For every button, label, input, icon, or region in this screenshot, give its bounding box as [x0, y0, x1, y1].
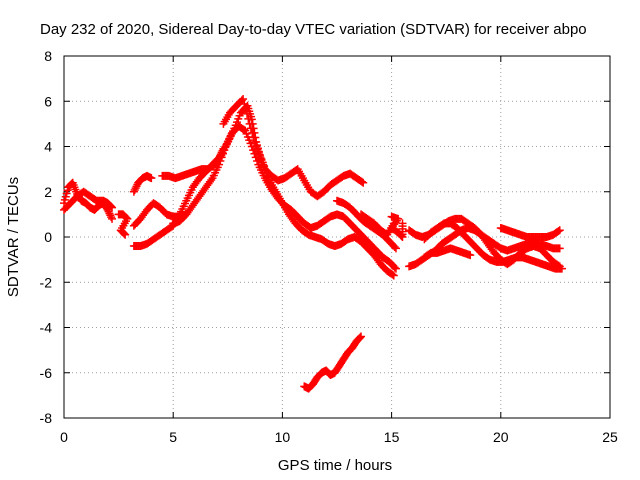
data-point	[391, 244, 400, 253]
data-point	[241, 104, 250, 113]
x-tick-label: 25	[602, 429, 618, 445]
data-point	[245, 119, 254, 128]
data-point	[243, 109, 252, 118]
series-track-b	[60, 187, 117, 214]
data-point	[249, 133, 258, 142]
series-track-p	[420, 244, 475, 262]
series-track-q	[496, 223, 564, 241]
data-point	[120, 229, 129, 238]
y-tick-label: -6	[40, 365, 53, 381]
chart-title: Day 232 of 2020, Sidereal Day-to-day VTE…	[40, 21, 587, 38]
data-point	[554, 227, 563, 236]
x-tick-label: 5	[169, 429, 177, 445]
data-point	[396, 231, 405, 240]
data-point	[258, 158, 267, 167]
data-point	[106, 211, 115, 220]
data-point	[355, 334, 364, 343]
y-tick-label: 8	[44, 48, 52, 64]
x-axis-label: GPS time / hours	[278, 457, 392, 474]
y-tick-label: 0	[44, 229, 52, 245]
data-point	[397, 232, 406, 241]
data-point	[239, 125, 248, 134]
x-tick-label: 10	[275, 429, 291, 445]
data-point	[129, 187, 138, 196]
data-point	[557, 264, 566, 273]
data-point	[388, 270, 397, 279]
data-point	[220, 146, 229, 155]
data-point	[253, 156, 262, 165]
data-point	[466, 251, 475, 260]
series-track-d	[129, 171, 156, 196]
data-point	[398, 219, 407, 228]
data-point	[555, 244, 564, 253]
data-point	[390, 242, 399, 251]
series-track-r	[387, 212, 407, 241]
y-axis-label: SDTVAR / TECUs	[5, 177, 22, 297]
series-track-c	[114, 210, 132, 239]
y-tick-label: -4	[40, 320, 53, 336]
data-point	[147, 174, 156, 183]
data-point	[218, 149, 227, 158]
y-tick-label: -8	[40, 410, 53, 426]
y-tick-label: -2	[40, 274, 53, 290]
data-point	[132, 182, 141, 191]
series-track-g	[158, 101, 368, 201]
data-point	[359, 178, 368, 187]
grid-lines	[64, 56, 610, 418]
data-point	[216, 156, 225, 165]
data-point	[262, 169, 271, 178]
data-point	[239, 94, 248, 103]
data-point	[108, 214, 117, 223]
data-point	[130, 185, 139, 194]
axis-ticks: 0 5 10 15 20 25 -8 -6 -4 -2 0 2 4 6 8	[40, 48, 618, 445]
series-track-i	[219, 94, 398, 280]
data-point	[240, 99, 249, 108]
data-point	[246, 124, 255, 133]
data-point	[131, 184, 140, 193]
data-point	[108, 203, 117, 212]
data-point	[107, 213, 116, 222]
data-point	[389, 271, 398, 280]
data-point	[217, 153, 226, 162]
data-point	[104, 207, 113, 216]
data-point	[356, 333, 365, 342]
series-track-l	[300, 332, 366, 393]
series-track-o	[420, 219, 566, 273]
data-point	[390, 263, 399, 272]
y-tick-label: 2	[44, 184, 52, 200]
data-point	[248, 128, 257, 137]
data-point	[263, 172, 272, 181]
y-tick-label: 6	[44, 93, 52, 109]
data-point	[121, 230, 130, 239]
data-point	[244, 114, 253, 123]
data-point	[250, 149, 259, 158]
y-tick-label: 4	[44, 139, 52, 155]
data-point	[260, 161, 269, 170]
data-point	[261, 165, 270, 174]
data-point	[555, 226, 564, 235]
data-point	[119, 228, 128, 237]
x-tick-label: 15	[384, 429, 400, 445]
series-track-f	[129, 144, 228, 251]
data-point	[215, 160, 224, 169]
x-tick-label: 20	[493, 429, 509, 445]
data-point	[251, 153, 260, 162]
data-points	[60, 94, 566, 393]
x-tick-label: 0	[60, 429, 68, 445]
data-point	[105, 209, 114, 218]
data-point	[207, 175, 216, 184]
data-point	[357, 332, 366, 341]
data-point	[391, 264, 400, 273]
data-point	[357, 177, 366, 186]
data-point	[107, 202, 116, 211]
data-point	[106, 201, 115, 210]
data-point	[250, 137, 259, 146]
